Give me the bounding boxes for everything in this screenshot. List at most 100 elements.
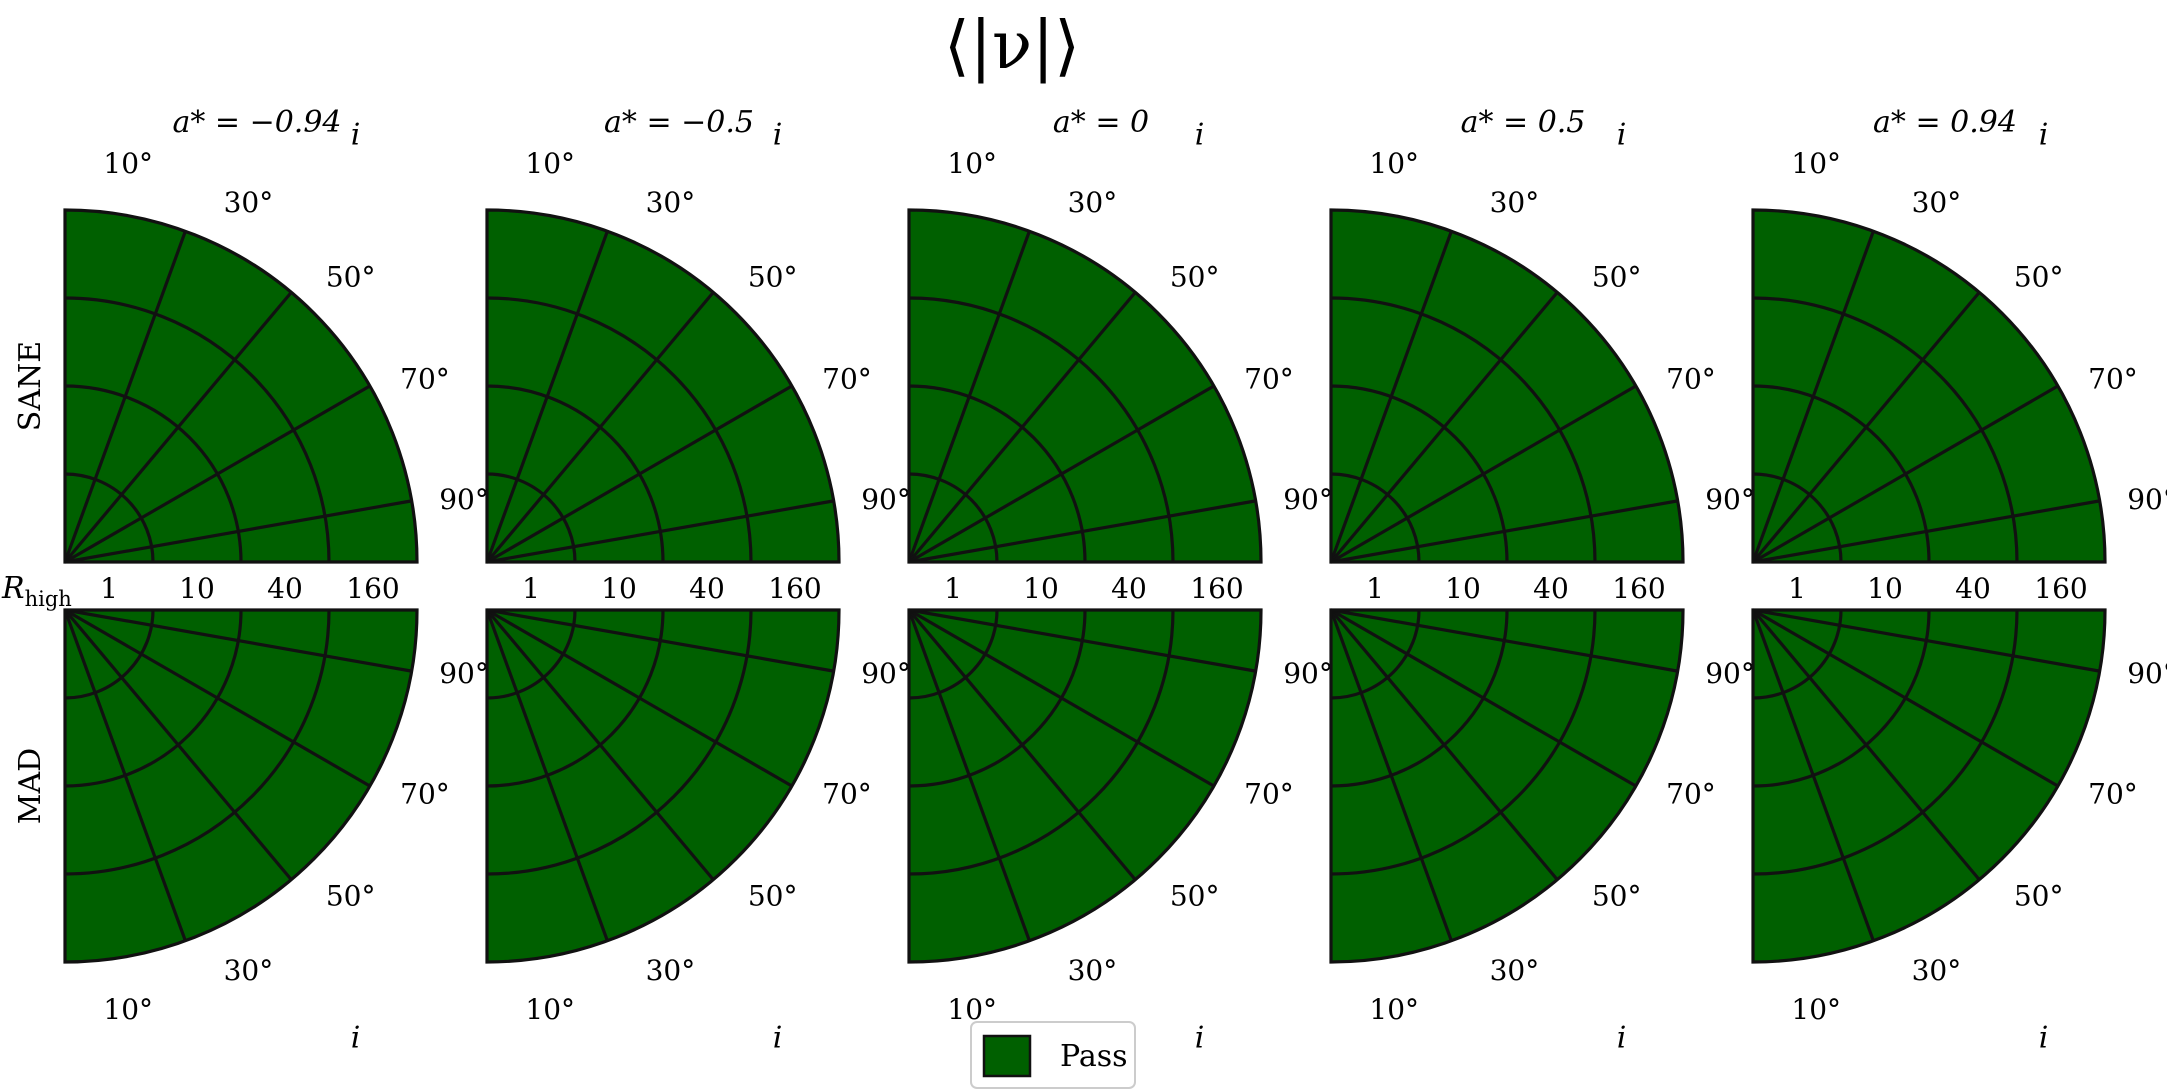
inclination-tick-label: 50° xyxy=(1592,880,1642,913)
rhigh-tick-label: 1 xyxy=(522,572,540,605)
inclination-spoke xyxy=(486,499,834,564)
inclination-tick-label: 90° xyxy=(2127,483,2167,516)
inclination-tick-label: 10° xyxy=(1369,147,1419,180)
panel-outline xyxy=(485,208,841,564)
panel-outline xyxy=(63,208,419,564)
rhigh-ring xyxy=(1330,609,1597,876)
rhigh-tick-label: 10 xyxy=(1445,572,1481,605)
inclination-axis-label: i xyxy=(1195,117,1205,152)
pass-cell-fill xyxy=(1331,610,1683,962)
rhigh-ring xyxy=(908,609,1087,788)
panel-outline xyxy=(1329,608,1685,964)
rhigh-ring xyxy=(1752,384,1931,563)
rhigh-ring xyxy=(1752,296,2019,563)
rhigh-ring xyxy=(64,296,331,563)
inclination-spoke xyxy=(1330,499,1678,564)
legend: Pass xyxy=(970,1021,1136,1089)
inclination-tick-label: 10° xyxy=(947,147,997,180)
rhigh-axis-label: Rhigh xyxy=(1,571,72,611)
inclination-tick-label: 30° xyxy=(1912,954,1962,987)
inclination-spoke xyxy=(1329,609,1453,942)
column-label: a* = 0.94 xyxy=(1873,105,2017,140)
inclination-tick-label: 70° xyxy=(822,363,872,396)
inclination-tick-label: 90° xyxy=(1705,657,1755,690)
rhigh-tick-label: 1 xyxy=(1788,572,1806,605)
panel-outline xyxy=(485,608,841,964)
inclination-tick-label: 70° xyxy=(400,363,450,396)
pass-cell-fill xyxy=(65,210,417,562)
inclination-tick-label: 50° xyxy=(2014,880,2064,913)
rhigh-ring xyxy=(64,472,155,563)
inclination-axis-label: i xyxy=(351,1021,361,1056)
polar-panel: 10° 30° 50° 70° 90° i xyxy=(1751,608,2167,1056)
inclination-axis-label: i xyxy=(1617,1021,1627,1056)
inclination-spoke xyxy=(1751,291,1981,564)
inclination-tick-label: 70° xyxy=(1666,777,1716,810)
inclination-tick-label: 30° xyxy=(224,186,274,219)
rhigh-tick-label: 10 xyxy=(601,572,637,605)
polar-panel: 10° 30° 50° 70° 90° i xyxy=(907,117,1333,564)
pass-cell-fill xyxy=(1753,210,2105,562)
inclination-spoke xyxy=(486,384,793,564)
rhigh-tick-label: 1 xyxy=(944,572,962,605)
inclination-spoke xyxy=(1752,608,2100,673)
inclination-axis-label: i xyxy=(773,117,783,152)
inclination-tick-label: 50° xyxy=(2014,260,2064,293)
polar-panel: 10° 30° 50° 70° 90° i xyxy=(485,117,911,564)
inclination-tick-label: 70° xyxy=(2088,777,2138,810)
figure-title: ⟨|ν|⟩ xyxy=(944,7,1080,84)
inclination-tick-label: 50° xyxy=(748,880,798,913)
rhigh-ring xyxy=(1752,609,2019,876)
inclination-tick-label: 10° xyxy=(103,993,153,1026)
inclination-tick-label: 50° xyxy=(1170,880,1220,913)
rhigh-tick-label: 160 xyxy=(1612,572,1665,605)
inclination-tick-label: 90° xyxy=(439,483,489,516)
inclination-tick-label: 30° xyxy=(1490,186,1540,219)
rhigh-ring xyxy=(1330,609,1421,700)
rhigh-ring xyxy=(64,609,155,700)
rhigh-ring xyxy=(486,296,753,563)
panel-outline xyxy=(907,208,1263,564)
inclination-tick-label: 70° xyxy=(1666,363,1716,396)
inclination-spoke xyxy=(63,230,187,563)
inclination-spoke xyxy=(485,291,715,564)
rhigh-tick-label: 40 xyxy=(689,572,725,605)
inclination-axis-label: i xyxy=(773,1021,783,1056)
inclination-spoke xyxy=(1329,291,1559,564)
polar-panel: 10° 30° 50° 70° 90° i xyxy=(63,608,489,1056)
inclination-spoke xyxy=(1751,230,1875,563)
polar-panel: 10° 30° 50° 70° 90° i xyxy=(1329,117,1755,564)
polar-panel: 10° 30° 50° 70° 90° i xyxy=(907,608,1333,1056)
inclination-spoke xyxy=(1330,384,1637,564)
inclination-spoke xyxy=(908,384,1215,564)
inclination-tick-label: 70° xyxy=(400,777,450,810)
inclination-tick-label: 10° xyxy=(103,147,153,180)
panel-outline xyxy=(63,608,419,964)
rhigh-tick-label: 1 xyxy=(1366,572,1384,605)
inclination-tick-label: 30° xyxy=(1068,186,1118,219)
rhigh-tick-label: 40 xyxy=(1111,572,1147,605)
inclination-tick-label: 70° xyxy=(1244,777,1294,810)
rhigh-ring xyxy=(64,384,243,563)
pass-cell-fill xyxy=(65,610,417,962)
inclination-spoke xyxy=(1329,230,1453,563)
rhigh-tick-label: 10 xyxy=(1867,572,1903,605)
inclination-spoke xyxy=(908,608,1256,673)
inclination-spoke xyxy=(1752,384,2059,564)
inclination-tick-label: 30° xyxy=(1912,186,1962,219)
rhigh-ring xyxy=(486,472,577,563)
inclination-tick-label: 70° xyxy=(822,777,872,810)
inclination-tick-label: 90° xyxy=(861,657,911,690)
panel-outline xyxy=(907,608,1263,964)
rhigh-tick-label: 160 xyxy=(1190,572,1243,605)
inclination-axis-label: i xyxy=(2039,1021,2049,1056)
legend-label: Pass xyxy=(1060,1039,1128,1074)
inclination-spoke xyxy=(485,230,609,563)
row-label: SANE xyxy=(13,341,48,431)
inclination-tick-label: 50° xyxy=(1170,260,1220,293)
rhigh-ring xyxy=(908,384,1087,563)
inclination-spoke xyxy=(908,499,1256,564)
rhigh-ring xyxy=(1330,296,1597,563)
pass-cell-fill xyxy=(909,210,1261,562)
inclination-tick-label: 10° xyxy=(525,147,575,180)
